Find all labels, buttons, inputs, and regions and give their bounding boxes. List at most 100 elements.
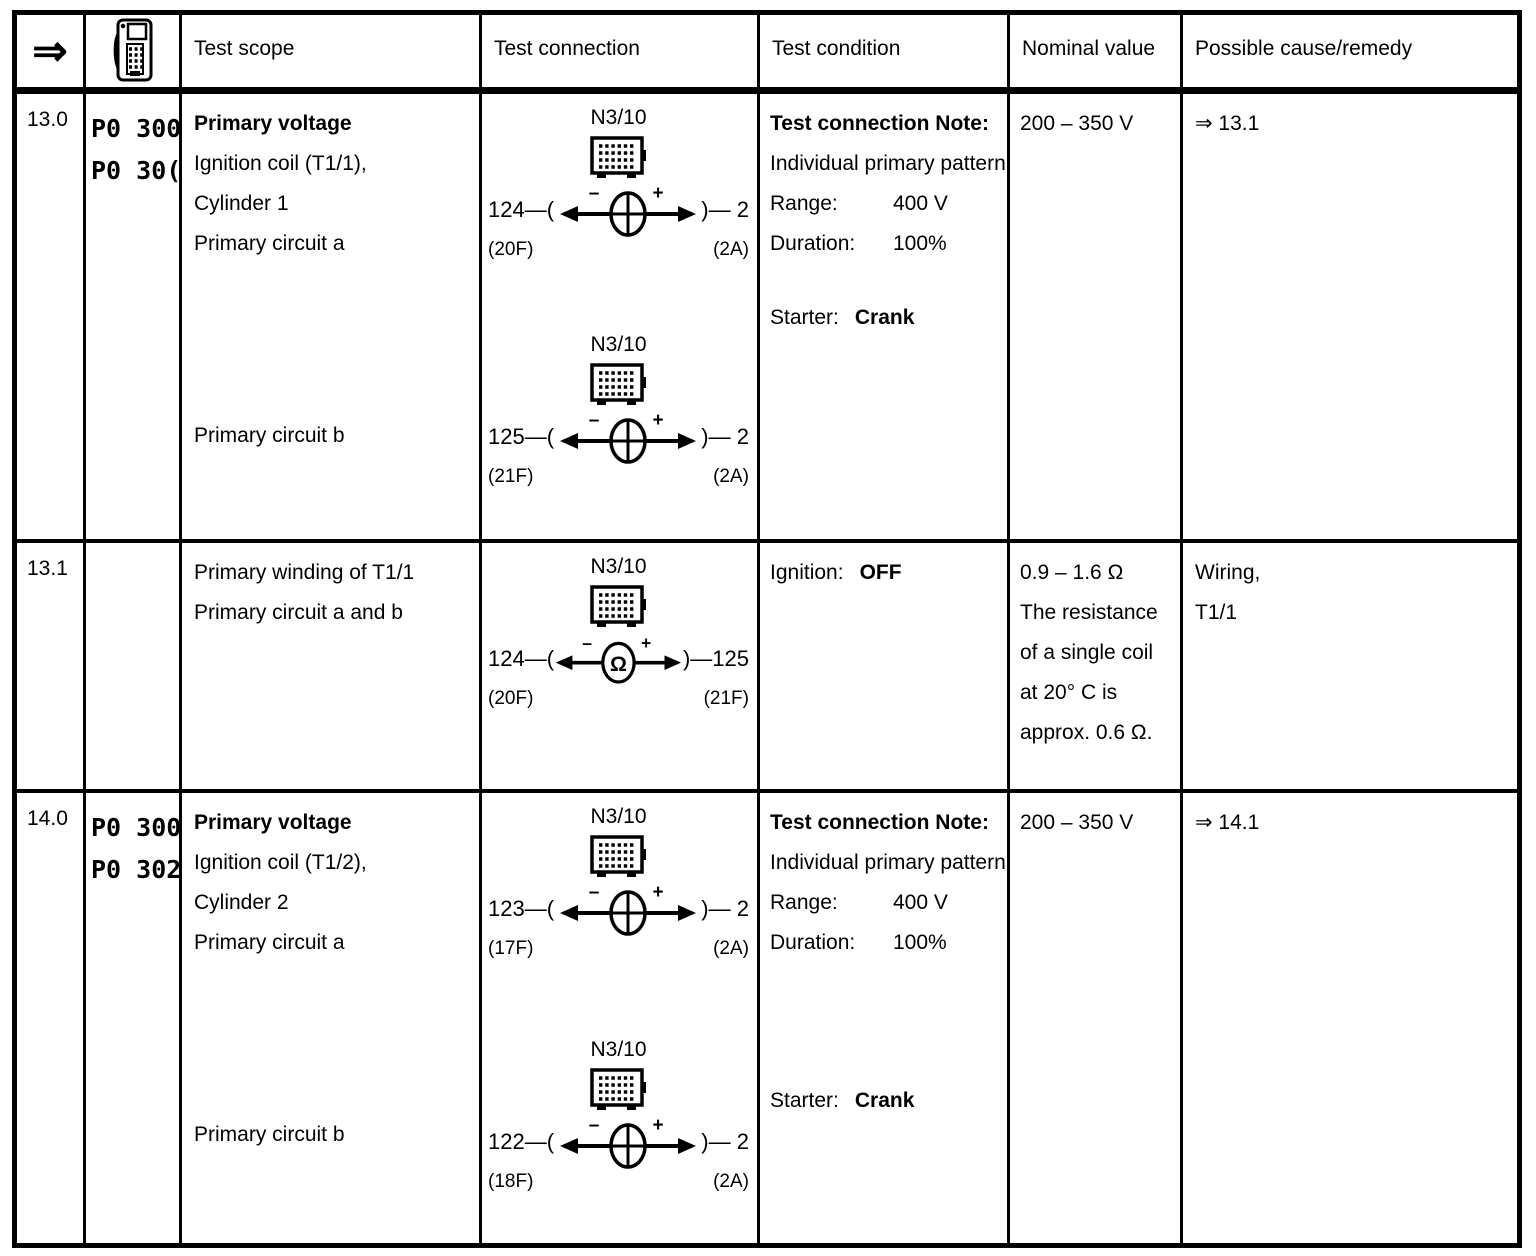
connection-diagram: N3/10 125 — [488, 331, 749, 488]
diagnostic-test-table: ⇒ Test scope Test connection Test — [12, 10, 1522, 1248]
connector-icon — [488, 362, 749, 408]
dtc-code: P0 302 — [91, 855, 179, 884]
svg-text:Ω: Ω — [610, 653, 627, 676]
test-scope-line: Primary circuit a — [194, 232, 345, 255]
pin-terminal-right: )— 2 — [701, 896, 749, 921]
pin-label-right: (2A) — [713, 938, 749, 959]
pin-designation-row: (20F) (2A) — [488, 239, 749, 261]
dtc-code-cell: P0 300 P0 302 — [83, 793, 179, 1243]
test-connection-cell: N3/10 124 — [479, 543, 757, 789]
test-scope-line: Cylinder 1 — [194, 192, 289, 215]
connector-icon — [488, 584, 749, 630]
measurement-lead-row: 125—( – + )— 2 — [488, 409, 749, 465]
nominal-value-cell: 0.9 – 1.6 Ω The resistance of a single c… — [1007, 543, 1180, 789]
svg-text:+: + — [652, 1115, 663, 1136]
range-label: Range: — [770, 891, 838, 914]
pin-label-left: (17F) — [488, 938, 534, 959]
dtc-code: P0 30( — [91, 156, 179, 185]
test-scope-line: Primary circuit b — [194, 424, 345, 447]
connection-diagram: N3/10 124 — [488, 104, 749, 261]
measurement-lead-row: 124—( – + )— 2 — [488, 182, 749, 238]
test-scope-line: Ignition coil (T1/1), — [194, 152, 367, 175]
pin-terminal-right: )—125 — [682, 646, 749, 671]
svg-text:+: + — [652, 183, 663, 204]
starter-value: Crank — [854, 1089, 915, 1112]
condition-duration: Duration: 100% — [770, 923, 1007, 963]
condition-note-body: Individual primary pattern — [770, 152, 1006, 175]
remedy-reference: ⇒ 14.1 — [1195, 811, 1260, 834]
remedy-line: Wiring, — [1195, 561, 1261, 584]
dtc-code: P0 300 — [91, 813, 179, 842]
connector-icon — [488, 135, 749, 181]
test-condition-cell: Test connection Note: Individual primary… — [757, 94, 1007, 539]
test-scope-line: Primary circuit b — [194, 1123, 345, 1146]
pin-label-right: (2A) — [713, 239, 749, 260]
connection-diagram: N3/10 122 — [488, 1036, 749, 1193]
double-arrow-icon: ⇒ — [32, 27, 68, 74]
test-scope-cell: Primary voltage Ignition coil (T1/1), Cy… — [179, 94, 479, 539]
header-cell-test-connection: Test connection — [479, 15, 757, 87]
test-scope-line: Cylinder 2 — [194, 891, 289, 914]
condition-note-title: Test connection Note: — [770, 112, 989, 135]
pin-terminal-right: )— 2 — [701, 197, 749, 222]
voltmeter-icon: – + — [559, 1115, 696, 1169]
test-condition-cell: Ignition: OFF — [757, 543, 1007, 789]
pin-label-left: (18F) — [488, 1171, 534, 1192]
test-connection-cell: N3/10 123 — [479, 793, 757, 1243]
test-connection-cell: N3/10 124 — [479, 94, 757, 539]
nominal-note-line: at 20° C is — [1020, 681, 1118, 704]
svg-text:–: – — [588, 882, 599, 903]
svg-text:–: – — [588, 410, 599, 431]
possible-cause-cell: Wiring, T1/1 — [1180, 543, 1517, 789]
pin-label-left: (20F) — [488, 688, 534, 709]
measurement-lead-row: 124—( – + Ω )—125 — [488, 631, 749, 687]
voltmeter-icon: – + — [559, 410, 696, 464]
nominal-value: 200 – 350 V — [1020, 112, 1134, 135]
starter-value: Crank — [854, 306, 915, 329]
pin-terminal-left: 124—( — [488, 197, 555, 222]
header-cell-test-scope: Test scope — [179, 15, 479, 87]
handheld-tester-icon — [113, 18, 152, 82]
pin-terminal-left: 122—( — [488, 1129, 555, 1154]
header-cell-nominal-value: Nominal value — [1007, 15, 1180, 87]
header-cell-possible-cause: Possible cause/remedy — [1180, 15, 1517, 87]
pin-label-right: (21F) — [703, 688, 749, 709]
header-cell-tester — [83, 15, 179, 87]
condition-ignition: Ignition: OFF — [770, 553, 1007, 593]
test-scope-cell: Primary voltage Ignition coil (T1/2), Cy… — [179, 793, 479, 1243]
remedy-reference: ⇒ 13.1 — [1195, 112, 1260, 135]
dtc-code-cell: P0 300 P0 30( — [83, 94, 179, 539]
table-row-13-1: 13.1 Primary winding of T1/1 Primary cir… — [17, 539, 1517, 789]
control-module-label: N3/10 — [590, 333, 647, 356]
svg-text:+: + — [652, 410, 663, 431]
nominal-note-line: approx. 0.6 Ω. — [1020, 721, 1153, 744]
test-scope-line: Primary circuit a and b — [194, 601, 403, 624]
nominal-note-line: of a single coil — [1020, 641, 1154, 664]
starter-label: Starter: — [770, 1089, 839, 1112]
pin-terminal-right: )— 2 — [701, 424, 749, 449]
test-condition-cell: Test connection Note: Individual primary… — [757, 793, 1007, 1243]
nominal-value: 0.9 – 1.6 Ω — [1020, 561, 1124, 584]
starter-label: Starter: — [770, 306, 839, 329]
pin-label-left: (21F) — [488, 466, 534, 487]
measurement-lead-row: 122—( – + )— 2 — [488, 1114, 749, 1170]
table-row-14-0: 14.0 P0 300 P0 302 Primary voltage Ignit… — [17, 789, 1517, 1243]
test-scope-line: Primary winding of T1/1 — [194, 561, 415, 584]
table-header-row: ⇒ Test scope Test connection Test — [17, 15, 1517, 87]
dtc-code-cell — [83, 543, 179, 789]
duration-label: Duration: — [770, 232, 856, 255]
connection-diagram: N3/10 123 — [488, 803, 749, 960]
svg-text:–: – — [588, 1115, 599, 1136]
voltmeter-icon: – + — [559, 882, 696, 936]
svg-text:+: + — [652, 882, 663, 903]
pin-designation-row: (17F) (2A) — [488, 938, 749, 960]
control-module-label: N3/10 — [590, 106, 647, 129]
header-cell-test-condition: Test condition — [757, 15, 1007, 87]
duration-label: Duration: — [770, 931, 856, 954]
pin-terminal-left: 124—( — [488, 646, 555, 671]
pin-designation-row: (18F) (2A) — [488, 1171, 749, 1193]
ohmmeter-icon: – + Ω — [555, 633, 682, 684]
header-cell-step: ⇒ — [17, 15, 83, 87]
test-scope-line: Primary circuit a — [194, 931, 345, 954]
